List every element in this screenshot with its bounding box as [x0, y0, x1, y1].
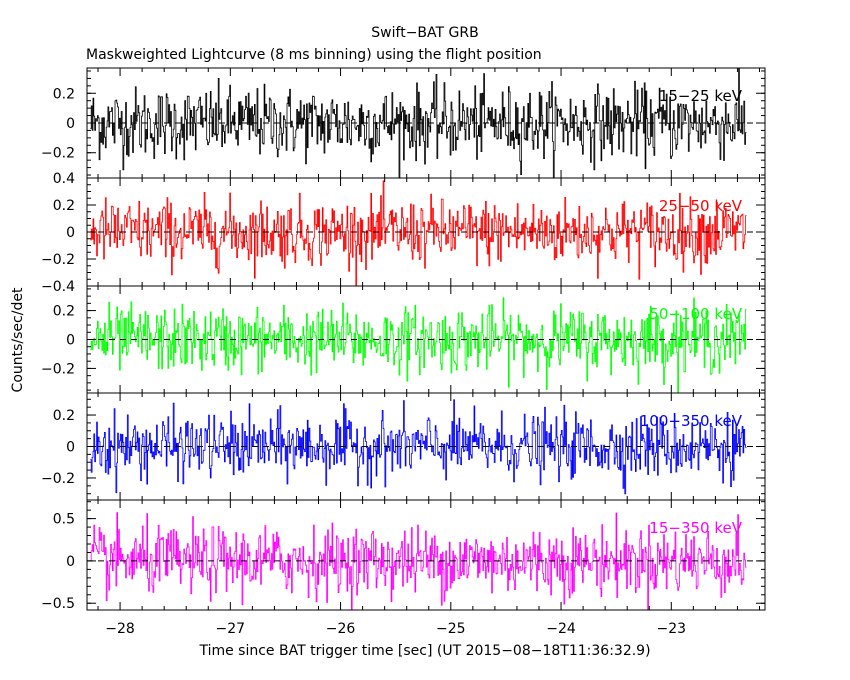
- x-tick-label: −24: [546, 621, 576, 637]
- band-label-1: 15−25 keV: [659, 87, 743, 105]
- lightcurve-series-2: [90, 180, 747, 286]
- x-tick-label: −27: [216, 621, 246, 637]
- x-tick-label: −23: [657, 621, 687, 637]
- chart-subtitle: Maskweighted Lightcurve (8 ms binning) u…: [86, 47, 542, 63]
- x-axis: −28 −27 −26 −25 −24 −23: [105, 621, 686, 637]
- y-tick-label: 0.2: [53, 198, 75, 214]
- panel-4: −0.2 0 0.2 100−350 keV: [41, 392, 766, 501]
- lightcurve-series-4: [90, 399, 747, 495]
- y-tick-label: 0.5: [53, 512, 75, 528]
- band-label-4: 100−350 keV: [640, 412, 743, 430]
- lightcurve-series-5: [90, 512, 747, 610]
- panel-1: −0.2 0 0.2 15−25 keV: [41, 67, 766, 179]
- y-tick-label: −0.2: [41, 252, 75, 268]
- y-tick-label: 0.2: [53, 86, 75, 102]
- y-tick-label: 0: [66, 116, 75, 132]
- x-tick-label: −26: [326, 621, 356, 637]
- y-tick-label: 0: [66, 225, 75, 241]
- panel-2: −0.4 −0.2 0 0.2 0.4 25−50 keV: [41, 171, 766, 295]
- y-tick-label: 0.2: [53, 408, 75, 424]
- y-tick-label: 0.2: [53, 304, 75, 320]
- lightcurve-series-3: [90, 297, 747, 393]
- band-label-5: 15−350 keV: [649, 519, 742, 537]
- y-tick-label: −0.5: [41, 596, 75, 612]
- x-tick-label: −25: [436, 621, 466, 637]
- chart-title: Swift−BAT GRB: [371, 25, 478, 41]
- y-tick-label: 0.4: [53, 171, 75, 187]
- panel-5: −0.5 0 0.5 15−350 keV: [41, 499, 766, 612]
- y-tick-label: −0.2: [41, 361, 75, 377]
- y-tick-label: −0.2: [41, 471, 75, 487]
- y-axis-label: Counts/sec/det: [10, 287, 26, 392]
- panels-group: −0.2 0 0.2 15−25 keV −0.4 −0.2 0 0.2 0.4 25−50 ke…: [41, 67, 766, 612]
- y-tick-label: 0: [66, 333, 75, 349]
- y-tick-label: −0.2: [41, 146, 75, 162]
- panel-3: −0.2 0 0.2 50−100 keV: [41, 285, 766, 394]
- y-tick-label: −0.4: [41, 279, 75, 295]
- band-label-3: 50−100 keV: [649, 305, 742, 323]
- band-label-2: 25−50 keV: [659, 197, 743, 215]
- x-tick-label: −28: [105, 621, 135, 637]
- y-tick-label: 0: [66, 554, 75, 570]
- x-axis-label: Time since BAT trigger time [sec] (UT 20…: [198, 643, 650, 659]
- y-tick-label: 0: [66, 440, 75, 456]
- lightcurve-series-1: [90, 68, 747, 178]
- panel-frame-5: [86, 499, 766, 611]
